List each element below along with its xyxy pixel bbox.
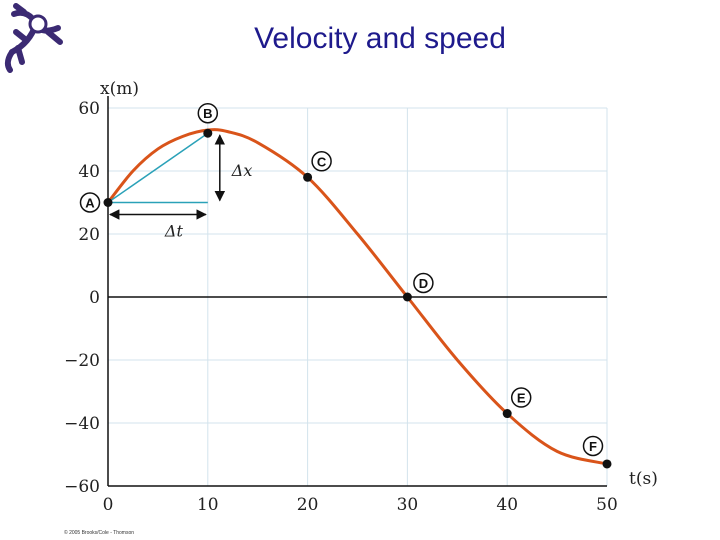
- point-label-d: D: [419, 276, 428, 291]
- point-label-c: C: [317, 154, 327, 169]
- point-badge-c: [311, 151, 332, 172]
- y-tick-label: −40: [64, 414, 100, 434]
- x-tick-label: 0: [103, 495, 114, 515]
- data-point-c: [303, 172, 313, 182]
- point-label-e: E: [517, 391, 526, 406]
- gecko-logo-icon: [4, 3, 63, 73]
- point-label-a: A: [85, 196, 95, 211]
- x-tick-label: 20: [297, 495, 319, 515]
- data-point-b: [203, 128, 213, 138]
- data-point-d: [402, 292, 412, 302]
- point-badge-d: [413, 272, 434, 294]
- y-tick-label: −60: [64, 477, 100, 497]
- data-point-f: [602, 459, 612, 469]
- y-tick-label: −20: [64, 351, 100, 371]
- point-label-f: F: [589, 439, 597, 454]
- y-axis-label: x(m): [100, 79, 139, 99]
- data-point-e: [502, 409, 512, 419]
- y-tick-label: 20: [78, 225, 100, 245]
- y-tick-label: 0: [89, 288, 100, 308]
- data-point-a: [103, 198, 113, 207]
- page-title: Velocity and speed: [254, 22, 506, 55]
- secant-line-ab: [107, 132, 209, 204]
- point-badge-b: [197, 102, 219, 124]
- delta-t-label: Δt: [164, 222, 184, 241]
- x-tick-label: 50: [596, 495, 618, 515]
- y-tick-label: 40: [78, 162, 100, 182]
- x-tick-label: 10: [197, 495, 219, 515]
- point-label-b: B: [203, 106, 212, 121]
- point-badge-f: [582, 435, 604, 457]
- point-badge-a: [79, 192, 101, 213]
- copyright-credit: © 2005 Brooks/Cole - Thomson: [64, 530, 135, 536]
- x-tick-label: 30: [397, 495, 419, 515]
- y-tick-label: 60: [78, 99, 100, 119]
- point-badge-e: [510, 387, 532, 408]
- delta-x-label: Δx: [231, 161, 253, 180]
- x-axis-label: t(s): [629, 469, 658, 489]
- x-tick-label: 40: [496, 495, 518, 515]
- series-line-position: [106, 128, 608, 466]
